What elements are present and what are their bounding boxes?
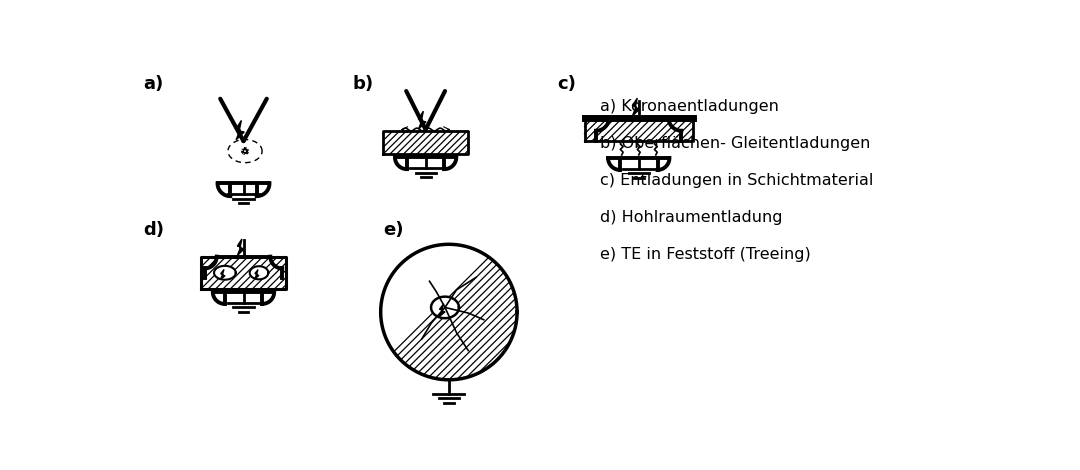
Polygon shape (438, 304, 445, 317)
Polygon shape (431, 297, 459, 318)
Text: b) Oberflächen- Gleitentladungen: b) Oberflächen- Gleitentladungen (600, 136, 870, 151)
Polygon shape (632, 98, 640, 116)
Polygon shape (238, 239, 244, 255)
Polygon shape (214, 266, 235, 280)
Text: a) Koronaentladungen: a) Koronaentladungen (600, 99, 779, 114)
Text: d): d) (143, 221, 164, 239)
Polygon shape (249, 266, 268, 279)
Text: e): e) (383, 221, 404, 239)
Text: a): a) (143, 75, 163, 93)
Text: c) Entladungen in Schichtmaterial: c) Entladungen in Schichtmaterial (600, 173, 874, 188)
Polygon shape (418, 111, 426, 129)
Text: b): b) (352, 75, 373, 93)
Polygon shape (237, 120, 244, 140)
Text: d) Hohlraumentladung: d) Hohlraumentladung (600, 210, 783, 225)
Polygon shape (255, 270, 259, 279)
Text: c): c) (557, 75, 577, 93)
Text: e) TE in Feststoff (Treeing): e) TE in Feststoff (Treeing) (600, 247, 811, 262)
Polygon shape (220, 269, 225, 280)
